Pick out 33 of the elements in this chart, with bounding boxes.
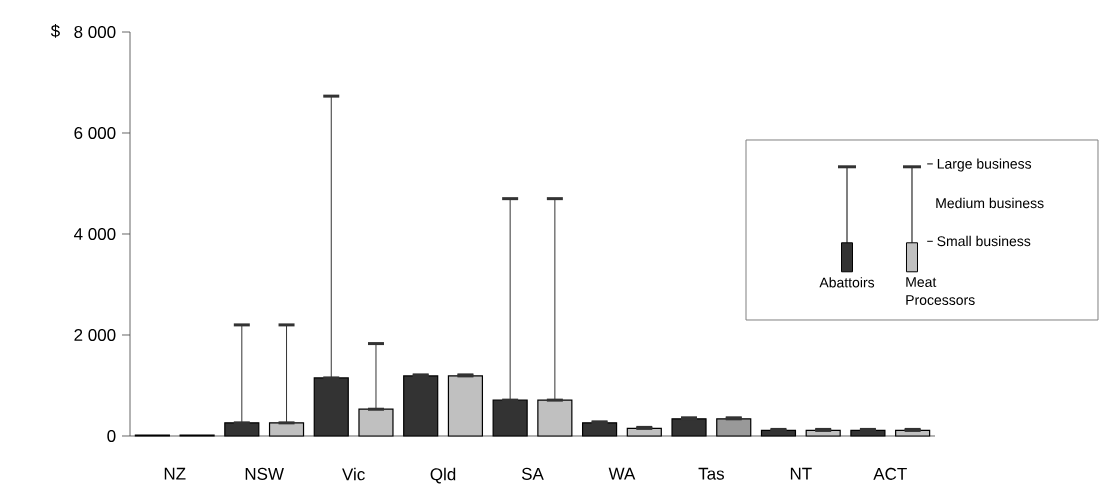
x-tick-label: NSW: [245, 467, 284, 480]
bar: [581, 422, 618, 437]
bar: [358, 408, 394, 437]
x-tick-label: NT: [790, 467, 812, 480]
bar: [268, 422, 305, 437]
text: Large business: [937, 158, 1032, 172]
x-tick-label: ACT: [873, 467, 907, 480]
bar: [716, 418, 752, 437]
y-tick-label: 4 000: [74, 227, 116, 241]
text: Small business: [937, 235, 1031, 247]
y-tick-label: 6 000: [74, 126, 116, 140]
bar: [850, 429, 886, 437]
y-tick-label: 8 000: [74, 25, 116, 39]
x-tick-label: Qld: [430, 467, 456, 484]
x-tick-label: Vic: [342, 467, 365, 481]
legend-label: Abattoirs: [819, 277, 875, 288]
bar: [760, 429, 797, 437]
y-axis-title: $: [50, 24, 60, 38]
bar: [224, 422, 260, 437]
text: Medium business: [936, 197, 1044, 209]
bar: [403, 375, 439, 437]
y-tick-label: 0: [107, 429, 116, 443]
y-tick-label: 2 000: [74, 328, 116, 342]
x-tick-label: WA: [608, 467, 636, 480]
x-tick-label: Tas: [698, 467, 725, 480]
x-tick-label: SA: [521, 467, 544, 480]
bar: [313, 377, 349, 437]
bar: [447, 375, 484, 437]
x-tick-label: NZ: [164, 467, 186, 480]
bar: [671, 418, 707, 437]
bar: [537, 399, 573, 437]
bar: [492, 399, 528, 437]
legend-label: Meat Processors: [906, 277, 975, 305]
